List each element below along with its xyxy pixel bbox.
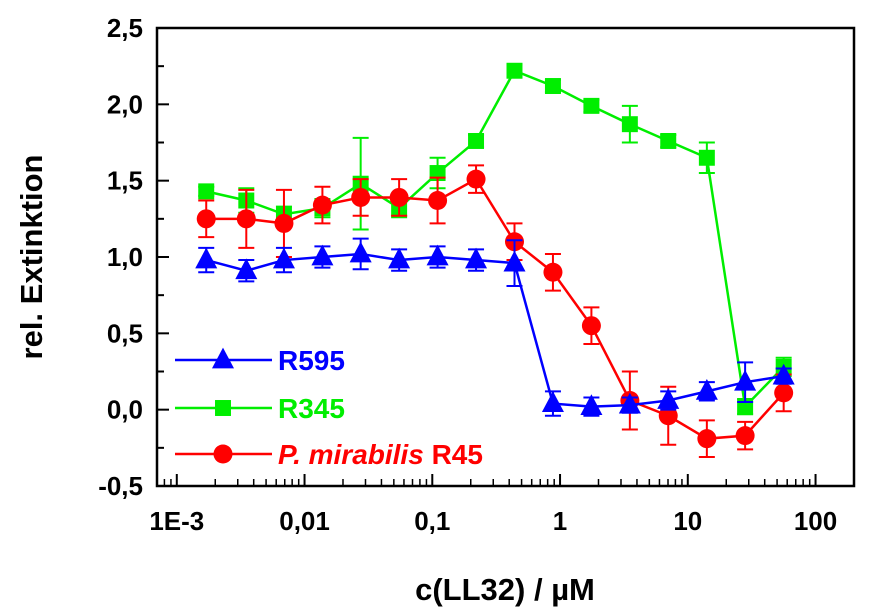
data-point: [235, 258, 258, 280]
data-point: [196, 209, 216, 229]
data-point: [772, 363, 795, 385]
data-point: [543, 262, 563, 282]
data-point: [389, 187, 409, 207]
legend-marker: [213, 444, 233, 464]
data-point: [195, 247, 218, 269]
data-point: [351, 187, 371, 207]
data-point: [506, 62, 523, 79]
data-point: [658, 406, 678, 426]
legend-label: P. mirabilis R45: [278, 439, 483, 470]
data-point: [618, 392, 641, 414]
x-tick-label: 1E-3: [149, 506, 204, 536]
legend-label-part: R595: [278, 345, 345, 376]
legend-marker: [215, 400, 231, 416]
y-tick-label: 0,5: [107, 318, 143, 348]
y-axis-title: rel. Extinktion: [14, 155, 49, 360]
data-point: [660, 132, 677, 149]
legend-item: P. mirabilis R45: [175, 439, 483, 470]
data-point: [503, 250, 526, 272]
legend-label: R345: [278, 393, 345, 424]
legend-label-part: R345: [278, 393, 345, 424]
y-tick-label: 2,5: [107, 13, 143, 43]
data-point: [695, 378, 718, 400]
legend-item: R595: [175, 345, 345, 376]
x-tick-label: 0,1: [414, 506, 450, 536]
data-point: [774, 383, 794, 403]
data-point: [697, 429, 717, 449]
x-tick-label: 10: [673, 506, 702, 536]
series-line: [206, 177, 785, 440]
y-tick-label: 0,0: [107, 395, 143, 425]
legend-label-part: R45: [424, 439, 483, 470]
legend-label: R595: [278, 345, 345, 376]
series-line: [205, 252, 784, 408]
x-tick-label: 0,01: [279, 506, 330, 536]
x-axis-ticks: 1E-3 0,01 0,1 1 10 100: [149, 474, 837, 536]
data-point: [735, 426, 755, 446]
data-point: [468, 132, 485, 149]
data-point: [272, 247, 295, 269]
data-point: [698, 149, 715, 166]
data-point: [541, 391, 564, 412]
legend-marker: [211, 347, 235, 369]
legend: R595 R345 P. mirabilis R45: [175, 345, 483, 470]
data-point: [312, 195, 332, 215]
y-tick-label: 2,0: [107, 89, 143, 119]
x-axis-title: c(LL32) / µM: [415, 572, 595, 607]
series-r595: [195, 237, 795, 417]
y-tick-label: 1,5: [107, 166, 143, 196]
data-point: [236, 209, 256, 229]
series-line: [205, 69, 785, 410]
data-point: [465, 247, 488, 269]
x-tick-label: 1: [553, 506, 567, 536]
y-tick-label: 1,0: [107, 242, 143, 272]
data-point: [580, 394, 603, 415]
data-point: [583, 97, 600, 114]
legend-label-part: P. mirabilis: [278, 439, 424, 470]
legend-item: R345: [175, 393, 345, 424]
x-tick-label: 100: [794, 506, 837, 536]
y-axis-ticks: -0,5 0,0 0,5 1,0 1,5 2,0 2,5: [98, 13, 169, 501]
data-point: [198, 183, 215, 200]
series-layer: [195, 62, 795, 458]
data-point: [544, 78, 561, 94]
data-point: [734, 369, 757, 391]
data-point: [581, 316, 601, 336]
data-point: [466, 169, 486, 189]
data-point: [428, 191, 448, 211]
data-point: [349, 241, 372, 263]
series-p-mirabilis-r45: [196, 164, 794, 458]
data-point: [657, 388, 680, 409]
data-point: [311, 244, 334, 266]
data-point: [388, 247, 411, 269]
data-point: [274, 213, 294, 233]
data-point: [426, 244, 449, 266]
plot-frame: [155, 26, 856, 488]
data-point: [621, 116, 638, 133]
y-tick-label: -0,5: [98, 471, 143, 501]
